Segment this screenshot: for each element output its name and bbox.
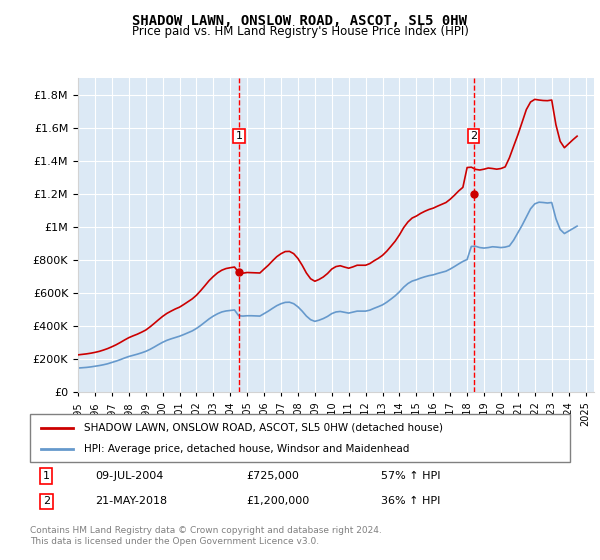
Text: 1: 1 — [43, 471, 50, 481]
Text: 57% ↑ HPI: 57% ↑ HPI — [381, 471, 440, 481]
Text: Price paid vs. HM Land Registry's House Price Index (HPI): Price paid vs. HM Land Registry's House … — [131, 25, 469, 38]
Text: 09-JUL-2004: 09-JUL-2004 — [95, 471, 163, 481]
Text: 36% ↑ HPI: 36% ↑ HPI — [381, 496, 440, 506]
Text: 21-MAY-2018: 21-MAY-2018 — [95, 496, 167, 506]
Text: 2: 2 — [43, 496, 50, 506]
Text: Contains HM Land Registry data © Crown copyright and database right 2024.
This d: Contains HM Land Registry data © Crown c… — [30, 526, 382, 546]
Text: HPI: Average price, detached house, Windsor and Maidenhead: HPI: Average price, detached house, Wind… — [84, 444, 409, 454]
Text: £1,200,000: £1,200,000 — [246, 496, 309, 506]
Text: SHADOW LAWN, ONSLOW ROAD, ASCOT, SL5 0HW: SHADOW LAWN, ONSLOW ROAD, ASCOT, SL5 0HW — [133, 14, 467, 28]
Text: £725,000: £725,000 — [246, 471, 299, 481]
FancyBboxPatch shape — [30, 414, 570, 462]
Text: SHADOW LAWN, ONSLOW ROAD, ASCOT, SL5 0HW (detached house): SHADOW LAWN, ONSLOW ROAD, ASCOT, SL5 0HW… — [84, 423, 443, 433]
Text: 1: 1 — [236, 131, 242, 141]
Text: 2: 2 — [470, 131, 477, 141]
